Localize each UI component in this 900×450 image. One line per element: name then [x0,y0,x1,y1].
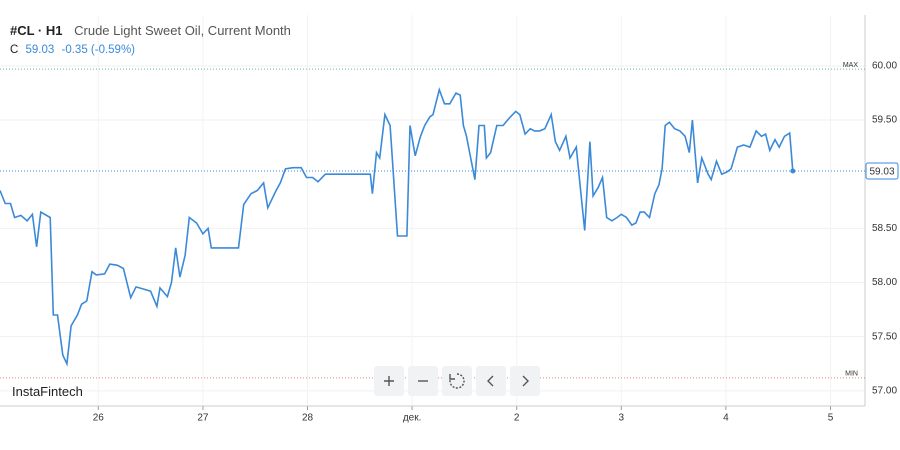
y-tick-label: 60.00 [872,61,897,72]
y-tick-label: 58.50 [872,223,897,234]
x-tick-label: 4 [723,413,729,424]
x-tick-label: 5 [828,413,834,424]
x-tick-label: 28 [302,413,314,424]
x-tick-label: 27 [197,413,209,424]
price-box-label: 59.03 [869,167,894,178]
watermark: InstaFintech [12,384,83,399]
price-line: C 59.03 -0.35 (-0.59%) [10,44,135,56]
y-tick-label: 57.00 [872,385,897,396]
zoom-out-button[interactable] [408,366,438,396]
level-label: MAX [843,62,859,69]
y-tick-label: 58.00 [872,277,897,288]
x-tick-label: 2 [514,413,520,424]
scroll-right-button[interactable] [510,366,540,396]
plus-icon [384,376,394,386]
price-change: -0.35 (-0.59%) [61,44,136,56]
reset-icon [449,373,465,389]
toolbar [374,366,540,396]
level-label: MIN [845,371,858,378]
right-icon [522,375,529,387]
y-tick-label: 57.50 [872,331,897,342]
x-tick-label: 3 [619,413,625,424]
left-icon [487,375,494,387]
x-tick-label: дек. [403,413,422,424]
price-box [865,162,899,180]
header-line: #CL · H1 Crude Light Sweet Oil, Current … [10,23,291,38]
close-price: 59.03 [25,44,55,56]
reset-button[interactable] [442,366,472,396]
x-tick-label: 26 [93,413,105,424]
scroll-left-button[interactable] [476,366,506,396]
y-tick-label: 59.50 [872,115,897,126]
zoom-in-button[interactable] [374,366,404,396]
price-line [0,87,794,367]
minus-icon [418,380,428,382]
symbol: #CL · H1 [10,23,63,38]
instrument-title: Crude Light Sweet Oil, Current Month [74,23,291,38]
close-label: C [10,44,19,56]
